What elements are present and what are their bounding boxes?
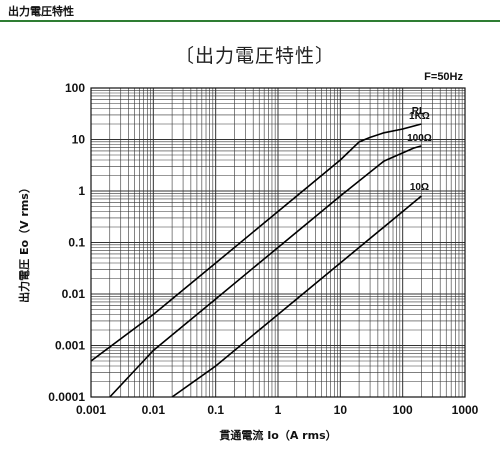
page-title: 出力電圧特性 bbox=[8, 5, 74, 18]
series-label: 100Ω bbox=[407, 133, 432, 144]
y-tick-label: 100 bbox=[65, 81, 85, 95]
x-tick-label: 0.001 bbox=[76, 403, 106, 417]
series-line bbox=[171, 195, 422, 398]
series-line bbox=[109, 145, 422, 398]
y-axis-label: 出力電圧 Eo（V rms） bbox=[17, 182, 31, 303]
x-tick-label: 1000 bbox=[452, 403, 479, 417]
series-line bbox=[90, 123, 422, 362]
series-label: 10Ω bbox=[410, 182, 429, 193]
x-tick-label: 0.1 bbox=[207, 403, 224, 417]
y-tick-label: 0.1 bbox=[68, 236, 85, 250]
frequency-annotation: F=50Hz bbox=[424, 71, 463, 83]
header-rule bbox=[0, 20, 500, 22]
x-tick-labels: 0.001 0.01 0.1 1 10 100 1000 bbox=[76, 403, 479, 417]
x-tick-label: 10 bbox=[334, 403, 348, 417]
page-header: 出力電圧特性 bbox=[0, 0, 500, 22]
x-axis-label: 貫通電流 Io（A rms） bbox=[219, 428, 336, 442]
legend-title: RL bbox=[412, 106, 425, 117]
y-tick-label: 1 bbox=[78, 184, 85, 198]
series-label: 1KΩ bbox=[409, 111, 430, 122]
y-tick-label: 0.01 bbox=[62, 287, 86, 301]
grid bbox=[90, 88, 465, 398]
x-tick-label: 0.01 bbox=[142, 403, 166, 417]
x-tick-label: 100 bbox=[393, 403, 413, 417]
chart-title: 〔出力電圧特性〕 bbox=[175, 45, 335, 67]
x-tick-label: 1 bbox=[275, 403, 282, 417]
y-tick-label: 0.001 bbox=[55, 339, 85, 353]
y-tick-labels: 100 10 1 0.1 0.01 0.001 0.0001 bbox=[48, 81, 85, 404]
series-group bbox=[90, 123, 422, 398]
y-tick-label: 0.0001 bbox=[48, 390, 85, 404]
plot-frame bbox=[90, 87, 466, 398]
y-tick-label: 10 bbox=[72, 133, 86, 147]
